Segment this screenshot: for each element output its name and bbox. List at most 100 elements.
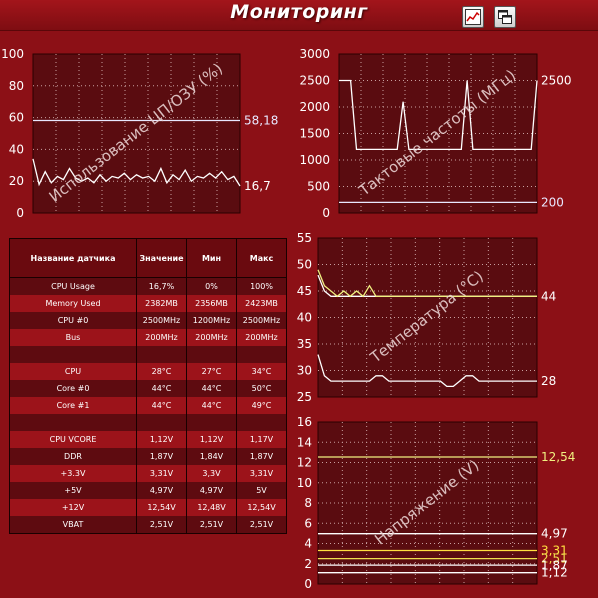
sensor-row: CPU #0 2500MHz 1200MHz 2500MHz [9,312,287,329]
sensor-name-cell: Core #0 [9,380,137,397]
header-max: Макс [236,238,287,278]
y-tick-label: 2000 [299,100,330,114]
sensor-min-cell: 44°C [186,380,237,397]
y-tick-label: 40 [297,311,312,325]
y-tick-label: 2 [304,557,312,571]
sensor-value-cell: 44°C [136,397,187,414]
sensor-name-cell: VBAT [9,516,137,534]
chart-view-button[interactable] [462,6,484,28]
sensor-row: +5V 4,97V 4,97V 5V [9,482,287,499]
series-end-label: 12,54 [541,450,575,464]
sensor-max-cell: 200MHz [236,329,287,346]
y-tick-label: 10 [297,476,312,490]
sensor-row: +12V 12,54V 12,48V 12,54V [9,499,287,516]
sensor-min-cell: 1200MHz [186,312,237,329]
y-tick-label: 35 [297,337,312,351]
window-title: Мониторинг [230,1,368,23]
sensor-value-cell: 4,97V [136,482,187,499]
sensor-min-cell: 3,3V [186,465,237,482]
series-end-label: 2500 [541,74,572,88]
sensor-value-cell: 1,87V [136,448,187,465]
windows-icon [498,10,512,24]
y-tick-label: 20 [9,174,24,188]
sensor-name-cell: Memory Used [9,295,137,312]
sensor-name-cell: +12V [9,499,137,516]
sensor-value-cell [136,346,187,363]
sensor-min-cell: 4,97V [186,482,237,499]
window-mode-button[interactable] [494,6,516,28]
sensor-table: Название датчика Значение Мин Макс CPU U… [9,238,287,534]
y-tick-label: 3000 [299,47,330,61]
sensor-value-cell: 1,12V [136,431,187,448]
series-end-label: 28 [541,374,556,388]
sensor-name-cell: CPU [9,363,137,380]
y-tick-label: 1000 [299,153,330,167]
series-end-label: 44 [541,289,556,303]
y-tick-label: 25 [297,390,312,404]
sensor-max-cell: 34°C [236,363,287,380]
y-tick-label: 500 [307,180,330,194]
sensor-min-cell: 27°C [186,363,237,380]
sensor-value-cell: 28°C [136,363,187,380]
sensor-max-cell: 12,54V [236,499,287,516]
sensor-max-cell: 2,51V [236,516,287,534]
sensor-row [9,346,287,363]
title-bar: Мониторинг [0,0,598,31]
sensor-row: Bus 200MHz 200MHz 200MHz [9,329,287,346]
header-value: Значение [136,238,187,278]
sensor-value-cell: 2,51V [136,516,187,534]
y-tick-label: 16 [297,415,312,429]
sensor-min-cell: 44°C [186,397,237,414]
sensor-name-cell: CPU VCORE [9,431,137,448]
sensor-value-cell: 12,54V [136,499,187,516]
sensor-max-cell: 100% [236,277,287,295]
clock-frequency-chart: 0500100015002000250030002500200Тактовые … [299,47,571,220]
y-tick-label: 14 [297,435,312,449]
y-tick-label: 4 [304,537,312,551]
sensor-row: CPU VCORE 1,12V 1,12V 1,17V [9,431,287,448]
sensor-value-cell: 200MHz [136,329,187,346]
sensor-min-cell [186,346,237,363]
sensor-max-cell [236,414,287,431]
series-end-label: 200 [541,195,564,209]
series-end-label: 3,31 [541,543,568,557]
sensor-row: +3.3V 3,31V 3,3V 3,31V [9,465,287,482]
y-tick-label: 6 [304,516,312,530]
sensor-max-cell: 5V [236,482,287,499]
sensor-row [9,414,287,431]
header-min: Мин [186,238,237,278]
y-tick-label: 8 [304,496,312,510]
y-tick-label: 50 [297,258,312,272]
y-tick-label: 45 [297,284,312,298]
series-end-label: 1,87 [541,559,568,573]
sensor-min-cell [186,414,237,431]
series-line [339,79,538,151]
sensor-value-cell: 44°C [136,380,187,397]
series-end-label: 2,51 [541,552,568,566]
sensor-max-cell: 50°C [236,380,287,397]
sensor-row: Core #0 44°C 44°C 50°C [9,380,287,397]
sensor-row: CPU 28°C 27°C 34°C [9,363,287,380]
y-tick-label: 55 [297,231,312,245]
sensor-row: DDR 1,87V 1,84V 1,87V [9,448,287,465]
sensor-name-cell: +3.3V [9,465,137,482]
y-tick-label: 100 [1,47,24,61]
sensor-min-cell: 2356MB [186,295,237,312]
y-tick-label: 60 [9,111,24,125]
sensor-value-cell: 2382MB [136,295,187,312]
sensor-name-cell: CPU Usage [9,277,137,295]
series-line [317,269,537,298]
sensor-name-cell: Core #1 [9,397,137,414]
sensor-name-cell: +5V [9,482,137,499]
y-tick-label: 1500 [299,127,330,141]
sensor-max-cell: 1,17V [236,431,287,448]
y-tick-label: 40 [9,142,24,156]
sensor-value-cell: 3,31V [136,465,187,482]
sensor-min-cell: 12,48V [186,499,237,516]
y-tick-label: 0 [16,206,24,220]
sensor-max-cell [236,346,287,363]
sensor-value-cell [136,414,187,431]
